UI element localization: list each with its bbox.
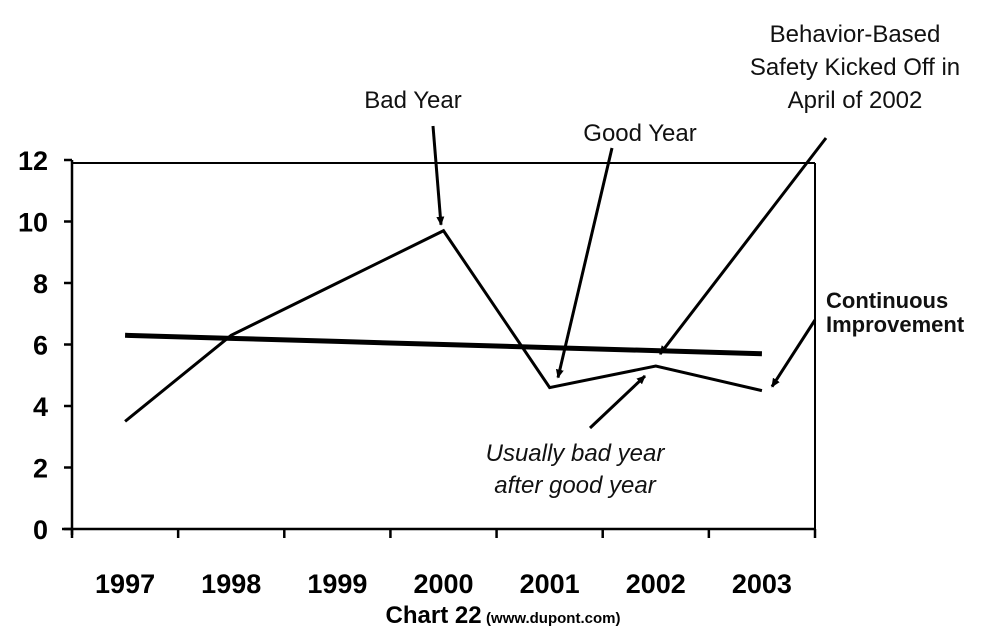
x-tick-label: 1999 <box>307 569 367 599</box>
y-axis: 0 2 4 6 8 10 12 <box>18 146 74 545</box>
arrow-bad-year <box>431 125 445 226</box>
y-tick-label: 12 <box>18 146 48 176</box>
annotation-text: Bad Year <box>364 87 461 114</box>
annotation-text: Safety Kicked Off in <box>750 54 960 81</box>
x-axis: 1997 1998 1999 2000 2001 2002 2003 <box>62 527 817 599</box>
plot-area <box>72 162 816 529</box>
annotation-text: Behavior-Based <box>770 21 941 48</box>
y-tick-label: 6 <box>33 331 48 361</box>
y-tick-label: 8 <box>33 269 48 299</box>
annotation-text: Improvement <box>826 312 965 337</box>
series-layer <box>124 228 763 423</box>
x-tick-label: 2000 <box>413 569 473 599</box>
x-tick-label: 2001 <box>520 569 580 599</box>
trend-line <box>124 332 763 357</box>
x-tick-label: 1997 <box>95 569 155 599</box>
arrow-usually-bad <box>588 374 647 430</box>
arrow-good-year <box>555 147 614 379</box>
data-series-line <box>124 228 763 423</box>
x-tick-label: 1998 <box>201 569 261 599</box>
caption-source: (www.dupont.com) <box>486 610 621 627</box>
annotations: Bad Year Good Year Behavior-Based Safety Ki… <box>364 21 965 499</box>
annotation-text: Good Year <box>583 120 696 147</box>
caption-title: Chart 22 <box>385 602 482 629</box>
y-tick-label: 0 <box>33 515 48 545</box>
y-tick-label: 4 <box>33 392 48 422</box>
chart-caption: Chart 22 (www.dupont.com) <box>0 602 1006 630</box>
annotation-text: Usually bad year <box>486 440 666 467</box>
y-tick-label: 2 <box>33 454 48 484</box>
x-tick-label: 2002 <box>626 569 686 599</box>
annotation-text: April of 2002 <box>788 87 923 114</box>
annotation-bad-year: Bad Year <box>364 87 461 114</box>
y-tick-label: 10 <box>18 208 48 238</box>
annotation-bbs-kickoff: Behavior-Based Safety Kicked Off in April … <box>750 21 960 114</box>
x-tick-label: 2003 <box>732 569 792 599</box>
annotation-usually-bad: Usually bad year after good year <box>486 440 666 499</box>
annotation-text: after good year <box>494 472 656 499</box>
arrow-bbs-kickoff <box>658 137 828 355</box>
arrow-continuous-improvement <box>770 319 817 388</box>
annotation-text: Continuous <box>826 288 948 313</box>
annotation-good-year: Good Year <box>583 120 696 147</box>
